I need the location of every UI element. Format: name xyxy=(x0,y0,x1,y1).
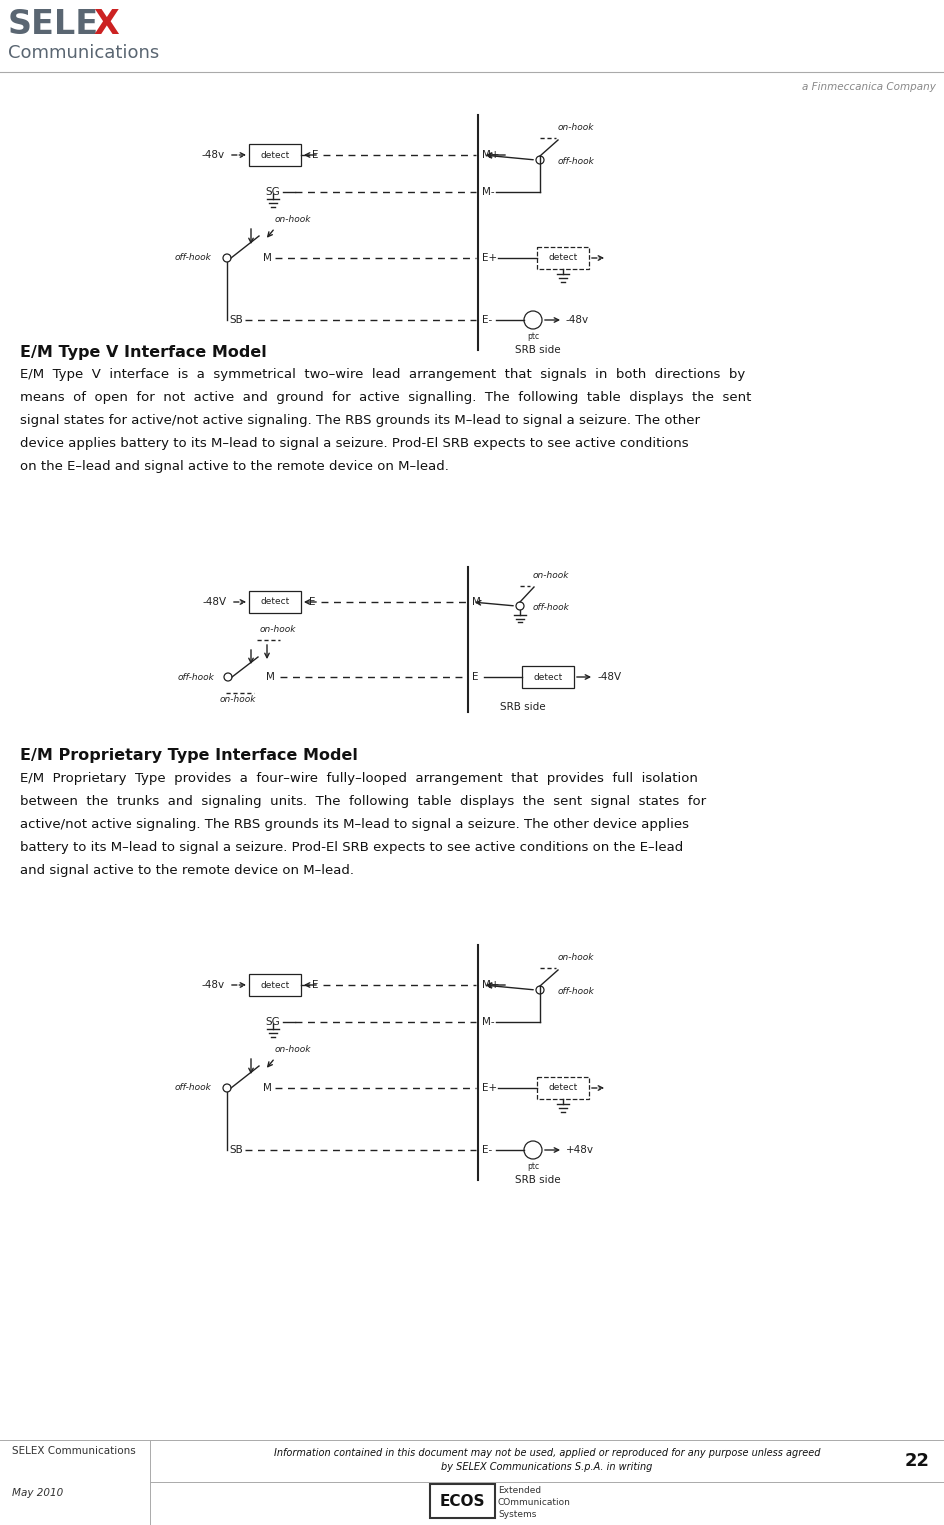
Text: M-: M- xyxy=(482,188,495,197)
Text: -48V: -48V xyxy=(203,596,227,607)
Text: M: M xyxy=(266,673,275,682)
Text: SELE: SELE xyxy=(8,8,99,41)
Text: M+: M+ xyxy=(482,981,499,990)
Text: off-hook: off-hook xyxy=(175,1083,211,1092)
Bar xyxy=(249,592,301,613)
Text: detect: detect xyxy=(533,673,563,682)
Text: SRB side: SRB side xyxy=(515,1174,561,1185)
Text: E: E xyxy=(472,673,479,682)
Text: SRB side: SRB side xyxy=(515,345,561,355)
Text: M: M xyxy=(263,253,272,262)
Text: -48v: -48v xyxy=(202,981,225,990)
Text: COmmunication: COmmunication xyxy=(498,1498,571,1507)
Text: ptc: ptc xyxy=(527,1162,539,1171)
Text: SRB side: SRB side xyxy=(500,702,546,712)
Text: battery to its M–lead to signal a seizure. Prod-El SRB expects to see active con: battery to its M–lead to signal a seizur… xyxy=(20,840,683,854)
Text: off-hook: off-hook xyxy=(558,157,595,166)
Text: E/M Proprietary Type Interface Model: E/M Proprietary Type Interface Model xyxy=(20,747,358,762)
Text: on-hook: on-hook xyxy=(533,572,569,581)
Text: signal states for active/not active signaling. The RBS grounds its M–lead to sig: signal states for active/not active sign… xyxy=(20,413,700,427)
Text: E: E xyxy=(312,981,318,990)
Bar xyxy=(249,974,301,996)
Text: Communications: Communications xyxy=(8,44,160,63)
Text: E/M Type V Interface Model: E/M Type V Interface Model xyxy=(20,345,267,360)
Text: May 2010: May 2010 xyxy=(12,1488,63,1498)
Text: E-: E- xyxy=(482,316,492,325)
Text: on-hook: on-hook xyxy=(260,625,296,634)
Text: a Finmeccanica Company: a Finmeccanica Company xyxy=(802,82,936,91)
Text: on-hook: on-hook xyxy=(220,694,257,703)
Text: detect: detect xyxy=(261,151,290,160)
Text: E/M  Type  V  interface  is  a  symmetrical  two–wire  lead  arrangement  that  : E/M Type V interface is a symmetrical tw… xyxy=(20,368,745,381)
Text: E-: E- xyxy=(482,1145,492,1154)
Text: M: M xyxy=(472,596,480,607)
Text: SG: SG xyxy=(265,1017,279,1026)
Text: means  of  open  for  not  active  and  ground  for  active  signalling.  The  f: means of open for not active and ground … xyxy=(20,390,751,404)
Text: Extended: Extended xyxy=(498,1485,541,1494)
Text: M+: M+ xyxy=(482,149,499,160)
Text: on-hook: on-hook xyxy=(275,215,312,224)
Text: 22: 22 xyxy=(905,1452,930,1470)
Text: +48v: +48v xyxy=(566,1145,594,1154)
Text: E+: E+ xyxy=(482,253,497,262)
Text: ECOS: ECOS xyxy=(439,1493,485,1508)
Text: -48v: -48v xyxy=(202,149,225,160)
Text: SG: SG xyxy=(265,188,279,197)
Text: SELEX Communications: SELEX Communications xyxy=(12,1446,136,1456)
Text: E+: E+ xyxy=(482,1083,497,1093)
Text: Information contained in this document may not be used, applied or reproduced fo: Information contained in this document m… xyxy=(274,1449,820,1458)
Bar xyxy=(249,143,301,166)
Text: and signal active to the remote device on M–lead.: and signal active to the remote device o… xyxy=(20,865,354,877)
Bar xyxy=(522,666,574,688)
Text: E/M  Proprietary  Type  provides  a  four–wire  fully–looped  arrangement  that : E/M Proprietary Type provides a four–wir… xyxy=(20,772,698,785)
Text: SB: SB xyxy=(229,1145,243,1154)
Text: -48V: -48V xyxy=(597,673,621,682)
Text: on the E–lead and signal active to the remote device on M–lead.: on the E–lead and signal active to the r… xyxy=(20,461,449,473)
Text: on-hook: on-hook xyxy=(558,953,595,962)
Text: on-hook: on-hook xyxy=(558,124,595,133)
Text: detect: detect xyxy=(548,253,578,262)
Text: between  the  trunks  and  signaling  units.  The  following  table  displays  t: between the trunks and signaling units. … xyxy=(20,795,706,808)
Bar xyxy=(537,1077,589,1100)
Text: M: M xyxy=(263,1083,272,1093)
FancyBboxPatch shape xyxy=(430,1484,495,1517)
Text: by SELEX Communications S.p.A. in writing: by SELEX Communications S.p.A. in writin… xyxy=(441,1462,652,1472)
Text: E: E xyxy=(309,596,315,607)
Text: detect: detect xyxy=(261,598,290,607)
Text: active/not active signaling. The RBS grounds its M–lead to signal a seizure. The: active/not active signaling. The RBS gro… xyxy=(20,817,689,831)
Text: device applies battery to its M–lead to signal a seizure. Prod-El SRB expects to: device applies battery to its M–lead to … xyxy=(20,438,688,450)
Text: off-hook: off-hook xyxy=(175,253,211,262)
Text: off-hook: off-hook xyxy=(533,602,570,612)
Text: E: E xyxy=(312,149,318,160)
Text: ptc: ptc xyxy=(527,332,539,342)
Text: SB: SB xyxy=(229,316,243,325)
Text: on-hook: on-hook xyxy=(275,1046,312,1054)
Text: -48v: -48v xyxy=(566,316,589,325)
Text: X: X xyxy=(93,8,119,41)
Text: detect: detect xyxy=(261,981,290,990)
Text: detect: detect xyxy=(548,1083,578,1092)
Text: off-hook: off-hook xyxy=(558,987,595,996)
Text: off-hook: off-hook xyxy=(178,673,215,682)
Text: M-: M- xyxy=(482,1017,495,1026)
Bar xyxy=(537,247,589,268)
Text: Systems: Systems xyxy=(498,1510,536,1519)
